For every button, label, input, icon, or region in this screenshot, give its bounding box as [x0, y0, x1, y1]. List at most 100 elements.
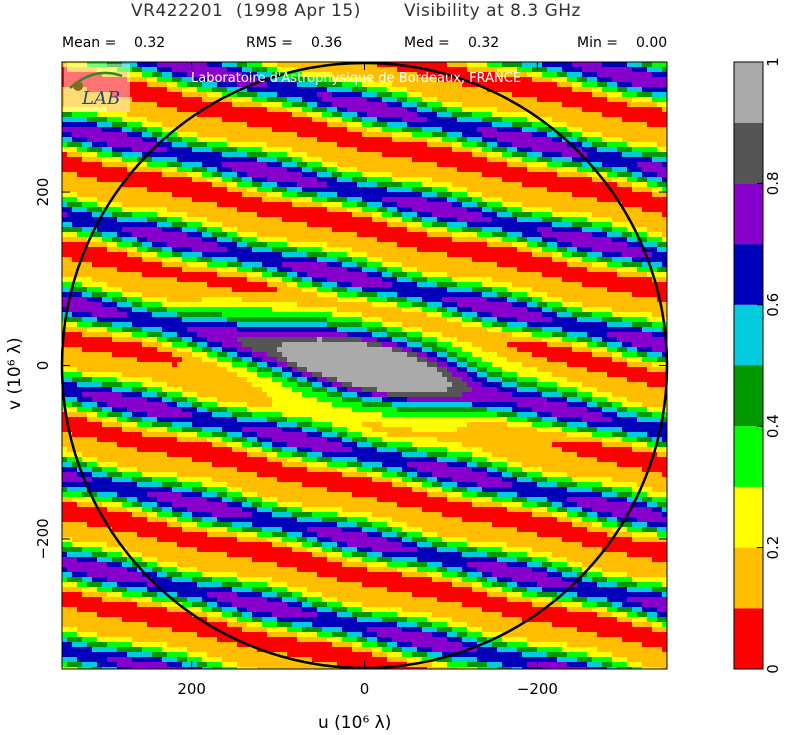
heatmap-cell	[267, 167, 273, 173]
heatmap-cell	[137, 147, 143, 153]
heatmap-cell	[612, 257, 618, 263]
heatmap-cell	[382, 157, 388, 163]
heatmap-cell	[92, 107, 98, 113]
heatmap-cell	[602, 237, 608, 243]
heatmap-cell	[117, 62, 123, 68]
stat-mean-label: Mean =	[62, 35, 117, 51]
heatmap-cell	[422, 242, 428, 248]
heatmap-cell	[572, 227, 578, 233]
heatmap-cell	[107, 167, 113, 173]
heatmap-cell	[172, 117, 178, 123]
heatmap-cell	[307, 167, 313, 173]
heatmap-cell	[372, 137, 378, 143]
heatmap-cell	[327, 167, 333, 173]
heatmap-cell	[62, 67, 68, 73]
heatmap-cell	[222, 107, 228, 113]
heatmap-cell	[352, 102, 358, 108]
heatmap-cell	[242, 97, 248, 103]
heatmap-cell	[512, 117, 518, 123]
heatmap-cell	[392, 172, 398, 178]
heatmap-cell	[512, 87, 518, 93]
heatmap-cell	[372, 207, 378, 213]
heatmap-cell	[362, 97, 368, 103]
heatmap-cell	[312, 102, 318, 108]
heatmap-cell	[522, 77, 528, 83]
heatmap-cell	[582, 147, 588, 153]
heatmap-cell	[372, 142, 378, 148]
heatmap-cell	[572, 107, 578, 113]
heatmap-cell	[402, 212, 408, 218]
heatmap-cell	[322, 172, 328, 178]
heatmap-cell	[462, 202, 468, 208]
heatmap-cell	[427, 227, 433, 233]
heatmap-cell	[617, 207, 623, 213]
heatmap-cell	[92, 137, 98, 143]
heatmap-cell	[447, 142, 453, 148]
heatmap-cell	[217, 102, 223, 108]
heatmap-cell	[62, 167, 68, 173]
heatmap-cell	[272, 192, 278, 198]
heatmap-cell	[377, 107, 383, 113]
heatmap-cell	[492, 182, 498, 188]
heatmap-cell	[567, 197, 573, 203]
heatmap-cell	[167, 117, 173, 123]
heatmap-cell	[547, 72, 553, 78]
heatmap-cell	[532, 97, 538, 103]
heatmap-cell	[367, 247, 373, 253]
heatmap-cell	[332, 237, 338, 243]
heatmap-cell	[652, 157, 658, 163]
heatmap-cell	[247, 247, 253, 253]
heatmap-cell	[637, 227, 643, 233]
heatmap-cell	[422, 117, 428, 123]
heatmap-cell	[302, 62, 308, 68]
heatmap-cell	[127, 87, 133, 93]
heatmap-cell	[252, 117, 258, 123]
heatmap-cell	[567, 182, 573, 188]
heatmap-cell	[382, 132, 388, 138]
heatmap-cell	[327, 202, 333, 208]
heatmap-cell	[497, 177, 503, 183]
heatmap-cell	[132, 247, 138, 253]
heatmap-cell	[252, 257, 258, 263]
heatmap-cell	[642, 207, 648, 213]
heatmap-cell	[497, 97, 503, 103]
heatmap-cell	[247, 172, 253, 178]
heatmap-cell	[357, 97, 363, 103]
heatmap-cell	[397, 182, 403, 188]
heatmap-cell	[262, 107, 268, 113]
heatmap-cell	[472, 252, 478, 258]
heatmap-cell	[632, 132, 638, 138]
heatmap-cell	[502, 257, 508, 263]
heatmap-cell	[157, 157, 163, 163]
heatmap-cell	[297, 237, 303, 243]
heatmap-cell	[142, 252, 148, 258]
heatmap-cell	[237, 72, 243, 78]
heatmap-cell	[387, 152, 393, 158]
heatmap-cell	[157, 182, 163, 188]
heatmap-cell	[412, 207, 418, 213]
heatmap-cell	[442, 122, 448, 128]
heatmap-cell	[567, 82, 573, 88]
heatmap-cell	[662, 87, 667, 93]
heatmap-cell	[147, 252, 153, 258]
heatmap-cell	[597, 237, 603, 243]
heatmap-cell	[387, 182, 393, 188]
heatmap-cell	[462, 102, 468, 108]
heatmap-cell	[167, 102, 173, 108]
heatmap-cell	[77, 212, 83, 218]
heatmap-cell	[332, 207, 338, 213]
stat-min-label: Min =	[577, 35, 619, 51]
heatmap-cell	[652, 262, 658, 268]
heatmap-cell	[402, 217, 408, 223]
heatmap-cell	[332, 92, 338, 98]
heatmap-cell	[112, 92, 118, 98]
heatmap-cell	[312, 132, 318, 138]
heatmap-cell	[157, 177, 163, 183]
heatmap-cell	[62, 247, 68, 253]
heatmap-cell	[647, 147, 653, 153]
heatmap-cell	[272, 107, 278, 113]
heatmap-cell	[162, 217, 168, 223]
heatmap-cell	[367, 157, 373, 163]
heatmap-cell	[132, 62, 138, 68]
heatmap-cell	[392, 192, 398, 198]
